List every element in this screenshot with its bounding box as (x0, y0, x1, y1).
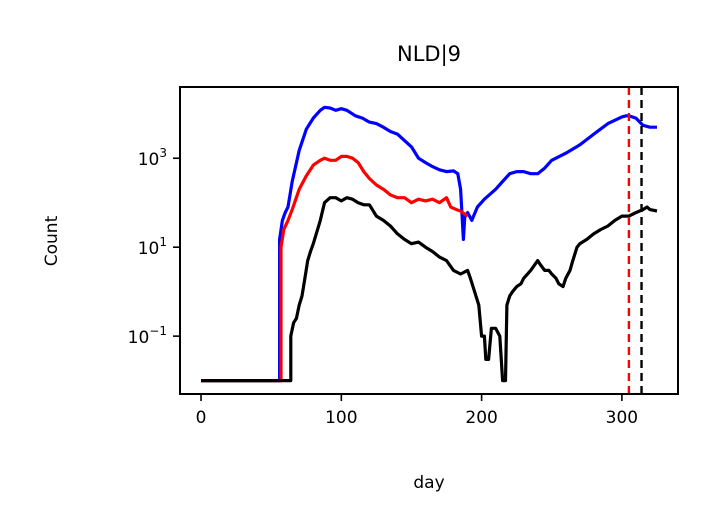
y-tick-label: 10−1 (128, 324, 167, 348)
plot-lines (201, 105, 658, 383)
x-tick-label: 100 (325, 408, 357, 428)
chart-title: NLD|9 (397, 42, 461, 67)
y-tick-label: 103 (138, 146, 167, 170)
series-line-1 (201, 154, 469, 383)
series-line-0 (201, 105, 657, 383)
y-axis-ticks: 10−1 101 103 (128, 146, 180, 348)
x-axis-label: day (413, 473, 444, 493)
x-tick-label: 0 (196, 408, 207, 428)
y-axis-label: Count (42, 215, 62, 266)
plot-frame (179, 86, 679, 395)
series-line-2 (201, 196, 658, 383)
y-tick-label: 101 (138, 235, 167, 259)
x-tick-label: 300 (606, 408, 638, 428)
x-tick-label: 200 (465, 408, 497, 428)
x-axis-ticks: 0 100 200 300 (196, 394, 638, 428)
